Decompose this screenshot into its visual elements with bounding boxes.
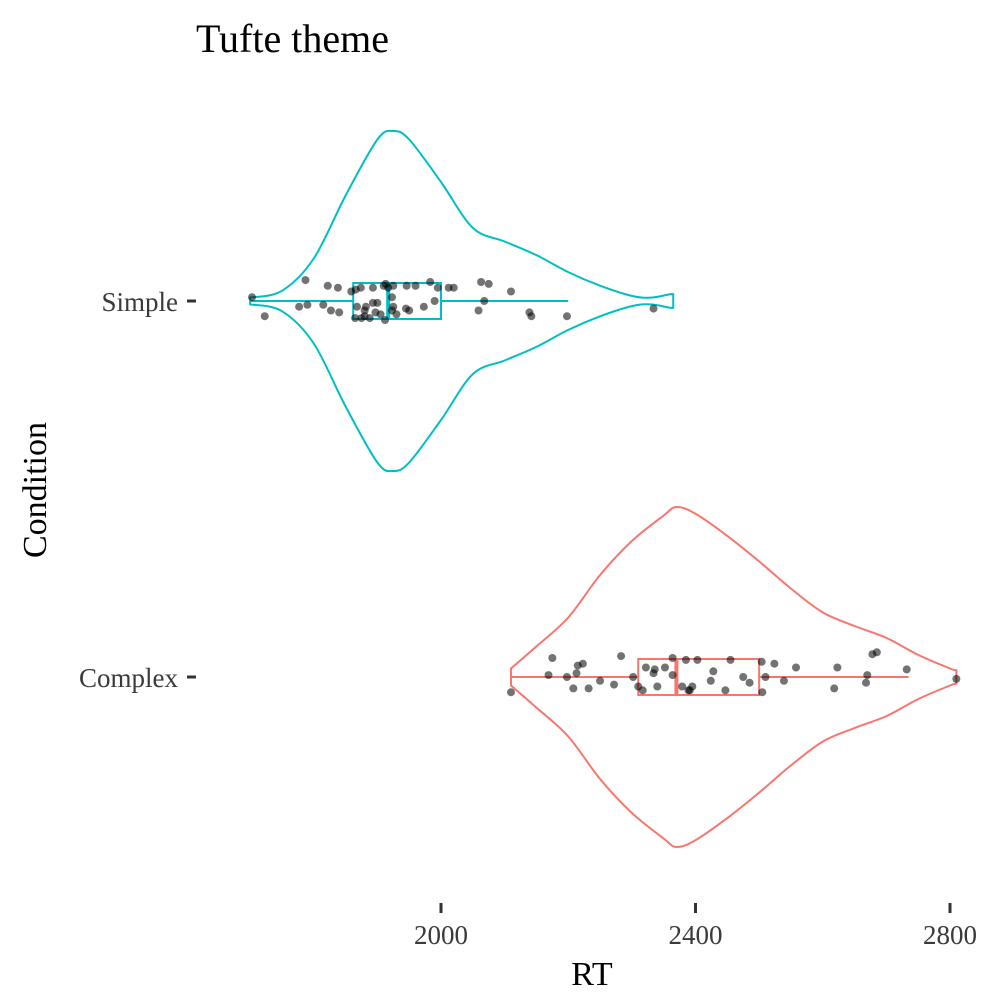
- data-point: [617, 652, 626, 661]
- data-point: [376, 310, 385, 319]
- data-point: [527, 312, 536, 321]
- data-point: [638, 686, 647, 695]
- y-tick-label: Complex: [79, 663, 178, 693]
- data-point: [365, 314, 374, 323]
- x-axis: 2000 2400 2800: [414, 903, 977, 950]
- data-point: [426, 278, 435, 286]
- data-point: [449, 283, 458, 292]
- data-point: [833, 663, 842, 672]
- data-point: [402, 281, 411, 290]
- data-point: [433, 283, 442, 292]
- data-point: [301, 276, 310, 285]
- chart-title: Tufte theme: [196, 16, 389, 61]
- data-point: [792, 663, 801, 672]
- x-tick-label: 2800: [923, 920, 977, 950]
- y-tick-label: Simple: [101, 287, 178, 317]
- data-point: [757, 657, 766, 666]
- data-point: [678, 682, 687, 691]
- data-point: [260, 312, 269, 321]
- y-axis-title: Condition: [17, 422, 54, 558]
- data-point: [480, 297, 489, 305]
- data-point: [862, 678, 871, 687]
- data-point: [544, 671, 553, 680]
- data-point: [758, 688, 767, 697]
- data-point: [584, 684, 593, 693]
- data-point: [335, 308, 344, 317]
- data-point: [952, 674, 961, 683]
- data-point: [506, 287, 515, 296]
- data-point: [681, 655, 690, 664]
- plot-area: [248, 129, 961, 849]
- data-point: [770, 659, 779, 668]
- data-point: [779, 676, 788, 685]
- data-point: [506, 688, 515, 697]
- series-simple: [248, 129, 675, 473]
- data-point: [721, 686, 730, 695]
- data-point: [326, 306, 335, 315]
- data-point: [430, 297, 439, 305]
- data-point: [248, 293, 257, 302]
- data-point: [360, 306, 369, 315]
- data-point: [333, 283, 342, 292]
- data-point: [668, 654, 677, 662]
- data-point: [629, 673, 638, 681]
- data-point: [356, 283, 365, 292]
- data-point: [411, 281, 420, 290]
- data-point: [650, 665, 659, 674]
- data-point: [660, 663, 669, 672]
- data-point: [373, 298, 382, 307]
- data-point: [419, 302, 428, 311]
- data-point: [368, 283, 377, 292]
- data-point: [578, 659, 587, 668]
- data-point: [562, 312, 571, 321]
- data-point: [381, 316, 390, 324]
- data-point: [641, 663, 650, 672]
- data-point: [653, 682, 662, 691]
- data-point: [726, 655, 735, 664]
- x-axis-title: RT: [571, 956, 613, 993]
- data-point: [688, 682, 697, 691]
- data-point: [351, 314, 360, 323]
- data-point: [693, 655, 702, 664]
- data-point: [610, 680, 619, 689]
- data-point: [739, 673, 748, 681]
- violin-outline: [509, 505, 958, 849]
- data-point: [572, 669, 581, 678]
- data-point: [706, 676, 715, 685]
- data-point: [389, 281, 398, 290]
- data-point: [863, 671, 872, 680]
- data-point: [303, 300, 312, 309]
- data-point: [392, 310, 401, 319]
- data-point: [484, 279, 493, 288]
- data-point: [902, 665, 911, 674]
- x-tick-label: 2400: [669, 920, 723, 950]
- violin-outline: [249, 129, 675, 473]
- data-point: [388, 293, 397, 302]
- x-tick-label: 2000: [414, 920, 468, 950]
- data-point: [405, 306, 414, 315]
- data-point: [761, 673, 770, 681]
- data-point: [668, 671, 677, 680]
- data-point: [323, 281, 332, 290]
- data-point: [830, 684, 839, 693]
- data-point: [872, 648, 881, 657]
- data-point: [709, 667, 718, 676]
- iqr-box: [352, 282, 443, 320]
- data-point: [649, 304, 658, 313]
- data-point: [569, 684, 578, 693]
- data-point: [548, 654, 557, 662]
- data-point: [319, 300, 328, 309]
- data-point: [474, 306, 483, 315]
- data-point: [745, 678, 754, 687]
- y-axis: Simple Complex: [79, 287, 196, 693]
- data-point: [596, 676, 605, 685]
- data-point: [295, 302, 304, 311]
- series-complex: [506, 505, 961, 849]
- data-point: [477, 278, 486, 286]
- data-point: [562, 673, 571, 681]
- data-point: [353, 302, 362, 311]
